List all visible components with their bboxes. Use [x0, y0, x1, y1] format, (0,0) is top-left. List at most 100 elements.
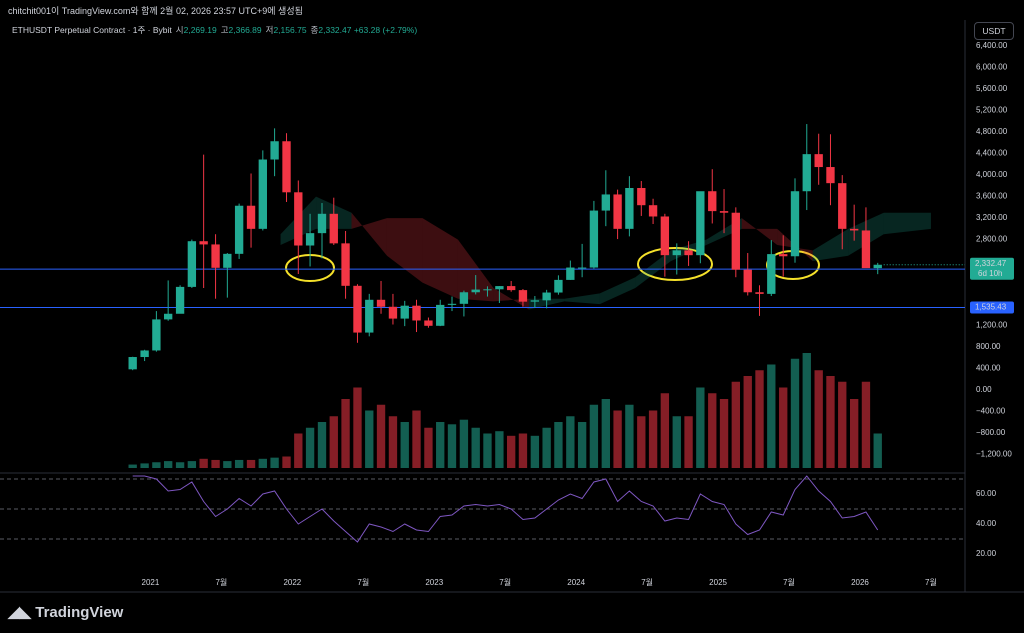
volume-bar: [388, 416, 398, 468]
drawn-circle: [637, 247, 713, 281]
volume-bar: [317, 422, 327, 468]
x-tick-label: 2024: [567, 578, 585, 587]
y-tick-label: 5,600.00: [976, 84, 1008, 93]
x-tick-label: 7월: [783, 577, 795, 587]
volume-bar: [365, 410, 374, 468]
candle-body: [447, 303, 457, 305]
candle-body: [873, 264, 882, 269]
candle-body: [140, 350, 149, 358]
volume-bar: [660, 393, 670, 468]
candle-body: [861, 230, 871, 269]
y-tick-label: 6,400.00: [976, 41, 1008, 50]
x-tick-label: 7월: [641, 577, 653, 587]
volume-bar: [412, 410, 421, 468]
candle-body: [128, 357, 137, 370]
volume-bar: [305, 427, 315, 468]
volume-bar: [258, 458, 267, 468]
candle-body: [625, 188, 634, 229]
currency-button[interactable]: USDT: [974, 22, 1014, 40]
volume-bar: [814, 370, 823, 468]
volume-bar: [779, 387, 788, 468]
volume-bar: [436, 422, 445, 468]
x-tick-label: 2023: [425, 578, 443, 587]
y-tick-label: 400.00: [976, 364, 1001, 373]
candle-body: [637, 188, 646, 206]
volume-bar: [495, 431, 504, 468]
x-tick-label: 7월: [357, 577, 369, 587]
candle-body: [708, 191, 717, 212]
candle-body: [424, 320, 433, 326]
candle-body: [376, 299, 386, 307]
candle-body: [329, 213, 338, 244]
volume-bar: [353, 387, 362, 468]
volume-bar: [625, 404, 634, 468]
volume-bar: [861, 381, 871, 468]
y-tick-label: 6,000.00: [976, 63, 1008, 72]
candle-body: [175, 286, 185, 314]
volume-bar: [223, 461, 232, 468]
volume-bar: [530, 435, 540, 468]
volume-bar: [755, 370, 764, 468]
rsi-tick-label: 60.00: [976, 489, 997, 498]
candle-body: [152, 319, 161, 351]
volume-bar: [708, 393, 717, 468]
attribution: chitchit001이 TradingView.com와 함께 2월 02, …: [8, 6, 303, 16]
volume-bar: [424, 427, 433, 468]
volume-bar: [637, 416, 646, 468]
y-tick-label: −1,200.00: [976, 450, 1012, 459]
candle-body: [258, 159, 267, 229]
volume-bar: [246, 459, 256, 468]
candle-body: [506, 286, 516, 291]
candle-body: [767, 254, 776, 294]
cloud-segment: [351, 212, 387, 256]
x-tick-label: 7월: [925, 577, 937, 587]
candle-body: [719, 211, 729, 213]
candle-body: [589, 210, 599, 268]
volume-bar: [270, 457, 279, 468]
candle-body: [459, 292, 469, 304]
volume-bar: [341, 399, 350, 468]
candle-body: [814, 154, 823, 168]
rsi-line: [132, 475, 879, 543]
y-tick-label: 4,000.00: [976, 170, 1008, 179]
candle-body: [518, 290, 528, 302]
volume-bar: [329, 416, 338, 468]
cloud-segment: [883, 212, 931, 235]
candle-body: [199, 241, 208, 245]
candle-body: [542, 292, 551, 301]
candle-body: [554, 279, 563, 293]
x-tick-label: 2026: [851, 578, 869, 587]
volume-bar: [542, 427, 551, 468]
candle-body: [436, 304, 445, 326]
volume-bar: [471, 427, 480, 468]
candle-body: [684, 250, 693, 256]
volume-bar: [696, 387, 705, 468]
volume-bar: [459, 419, 469, 468]
countdown-label: 6d 10h: [978, 269, 1002, 278]
volume-bar: [483, 433, 492, 468]
candle-body: [838, 183, 847, 229]
x-tick-label: 2025: [709, 578, 727, 587]
volume-bar: [140, 463, 149, 468]
ohlc-label: 고: [220, 25, 229, 35]
candle-body: [731, 212, 740, 270]
candle-body: [660, 216, 670, 256]
x-tick-label: 2021: [142, 578, 160, 587]
volume-bar: [199, 458, 208, 468]
candle-body: [495, 286, 504, 290]
rsi-tick-label: 20.00: [976, 549, 997, 558]
symbol: ETHUSDT Perpetual Contract · 1주 · Bybit: [12, 25, 172, 35]
brand-logo: ◢◣ TradingView: [8, 604, 124, 621]
y-tick-label: 2,800.00: [976, 235, 1008, 244]
candle-body: [270, 141, 279, 160]
candle-body: [613, 194, 622, 229]
volume-bar: [152, 462, 161, 468]
volume-bar: [613, 410, 622, 468]
ohlc-label: 시: [175, 25, 184, 35]
volume-bar: [211, 459, 220, 468]
cloud-segment: [599, 277, 636, 305]
candle-body: [849, 228, 859, 231]
y-tick-label: 5,200.00: [976, 106, 1008, 115]
candle-body: [530, 300, 540, 302]
candle-body: [341, 243, 350, 286]
